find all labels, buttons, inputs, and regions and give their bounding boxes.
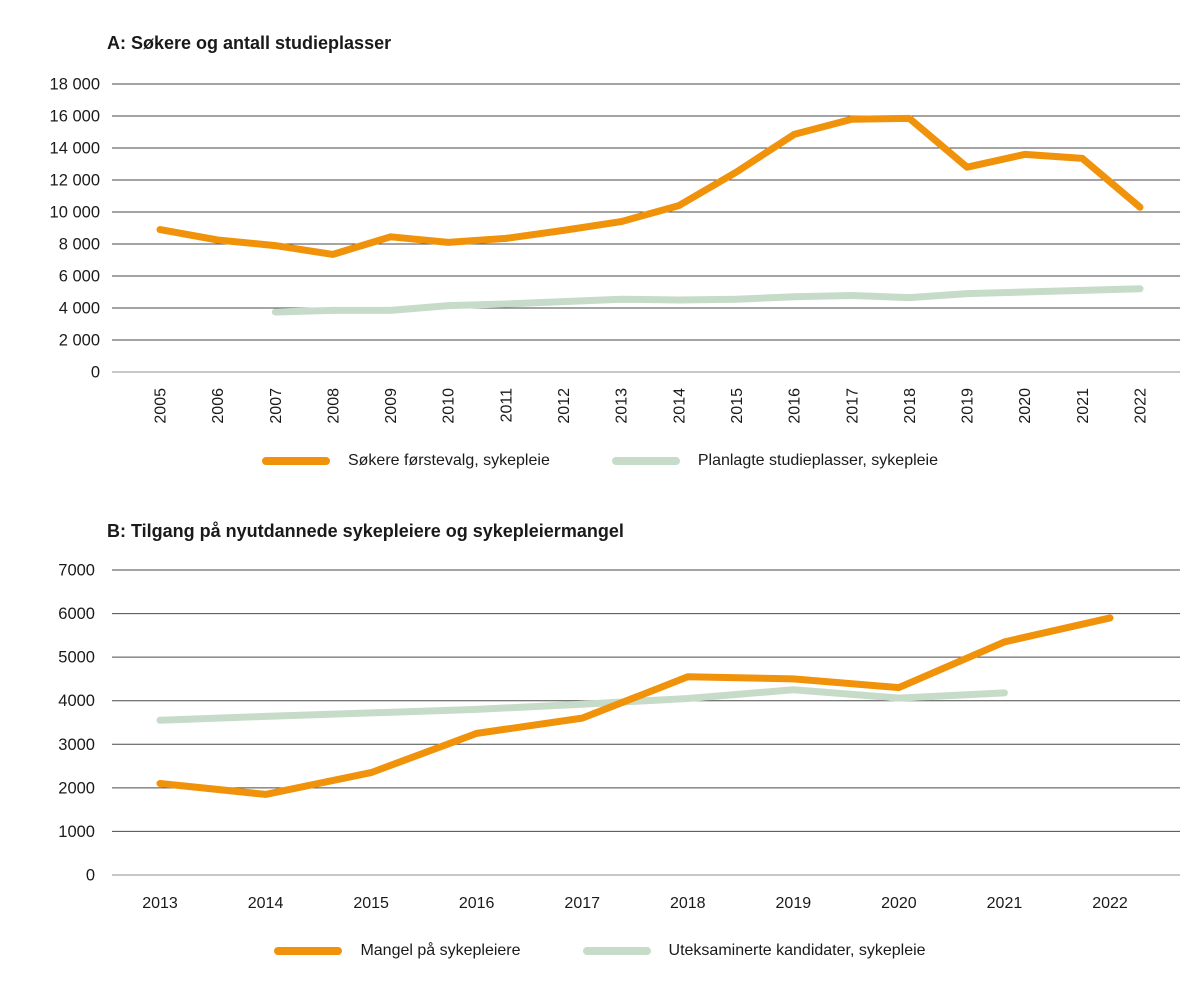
legend-label: Mangel på sykepleiere bbox=[360, 942, 521, 959]
x-tick-label: 2017 bbox=[564, 895, 600, 912]
x-tick-label: 2009 bbox=[383, 388, 400, 424]
y-tick-label: 2 000 bbox=[59, 332, 100, 350]
chart-b-legend: Mangel på sykepleiere Uteksaminerte kandi… bbox=[0, 938, 1200, 964]
x-tick-label: 2020 bbox=[1017, 388, 1034, 424]
green-legend-swatch bbox=[611, 457, 680, 465]
x-tick-label: 2013 bbox=[142, 895, 178, 912]
x-tick-label: 2017 bbox=[844, 388, 861, 424]
x-tick-label: 2015 bbox=[729, 388, 746, 424]
x-tick-label: 2005 bbox=[153, 388, 170, 424]
y-tick-label: 6000 bbox=[58, 605, 95, 623]
legend-item-orange: Mangel på sykepleiere bbox=[274, 942, 521, 960]
x-tick-label: 2019 bbox=[960, 388, 977, 424]
x-tick-label: 2014 bbox=[248, 895, 284, 912]
chart-a-title: A: Søkere og antall studieplasser bbox=[107, 33, 392, 53]
x-tick-label: 2020 bbox=[881, 895, 917, 912]
x-tick-label: 2022 bbox=[1092, 895, 1128, 912]
x-tick-label: 2019 bbox=[776, 895, 812, 912]
y-tick-label: 0 bbox=[86, 867, 95, 885]
legend-label: Planlagte studieplasser, sykepleie bbox=[697, 452, 938, 469]
y-tick-label: 0 bbox=[91, 364, 100, 382]
chart-a-legend: Søkere førstevalg, sykepleie Planlagte st… bbox=[0, 448, 1200, 474]
y-tick-label: 18 000 bbox=[50, 76, 100, 94]
x-tick-label: 2010 bbox=[441, 388, 458, 424]
series-line-green bbox=[271, 285, 1144, 316]
legend-label: Uteksaminerte kandidater, sykepleie bbox=[668, 942, 926, 959]
y-tick-label: 6 000 bbox=[59, 268, 100, 286]
chart-a-plot: 0 2 000 4 000 6 000 8 000 10 000 12 000 14 000 1… bbox=[50, 76, 1180, 424]
legend-item-green: Planlagte studieplasser, sykepleie bbox=[611, 452, 938, 470]
orange-legend-swatch bbox=[261, 457, 330, 465]
legend-label: Søkere førstevalg, sykepleie bbox=[347, 452, 550, 469]
series-line-orange bbox=[156, 614, 1114, 798]
y-tick-label: 4 000 bbox=[59, 300, 100, 318]
x-tick-label: 2011 bbox=[498, 388, 515, 423]
legend-item-green: Uteksaminerte kandidater, sykepleie bbox=[582, 942, 926, 960]
y-tick-label: 10 000 bbox=[50, 204, 100, 222]
x-tick-label: 2013 bbox=[614, 388, 631, 424]
x-tick-label: 2018 bbox=[670, 895, 706, 912]
x-tick-label: 2006 bbox=[210, 388, 227, 424]
y-tick-label: 8 000 bbox=[59, 236, 100, 254]
series-line-orange bbox=[156, 114, 1144, 258]
x-tick-label: 2014 bbox=[671, 388, 688, 424]
x-tick-label: 2012 bbox=[556, 388, 573, 424]
x-tick-label: 2021 bbox=[1075, 388, 1092, 424]
y-tick-label: 4000 bbox=[58, 692, 95, 710]
x-tick-label: 2007 bbox=[268, 388, 285, 424]
x-tick-label: 2022 bbox=[1133, 388, 1150, 424]
y-tick-label: 7000 bbox=[58, 562, 95, 580]
orange-legend-swatch bbox=[274, 947, 343, 955]
y-tick-label: 14 000 bbox=[50, 140, 100, 158]
x-tick-label: 2016 bbox=[459, 895, 495, 912]
y-tick-label: 16 000 bbox=[50, 108, 100, 126]
y-tick-label: 12 000 bbox=[50, 172, 100, 190]
y-tick-label: 5000 bbox=[58, 649, 95, 667]
x-tick-label: 2018 bbox=[902, 388, 919, 424]
legend-item-orange: Søkere førstevalg, sykepleie bbox=[261, 452, 550, 470]
x-tick-label: 2021 bbox=[987, 895, 1023, 912]
x-tick-label: 2008 bbox=[325, 388, 342, 424]
y-tick-label: 1000 bbox=[58, 823, 95, 841]
chart-b-plot: 0 1000 2000 3000 4000 5000 6000 7000 2013 2014 201… bbox=[58, 562, 1180, 912]
x-tick-label: 2015 bbox=[353, 895, 389, 912]
y-tick-label: 3000 bbox=[58, 736, 95, 754]
chart-b-title: B: Tilgang på nyutdannede sykepleiere og… bbox=[107, 521, 624, 541]
green-legend-swatch bbox=[582, 947, 651, 955]
y-tick-label: 2000 bbox=[58, 779, 95, 797]
x-tick-label: 2016 bbox=[787, 388, 804, 424]
series-line-green bbox=[156, 686, 1008, 724]
